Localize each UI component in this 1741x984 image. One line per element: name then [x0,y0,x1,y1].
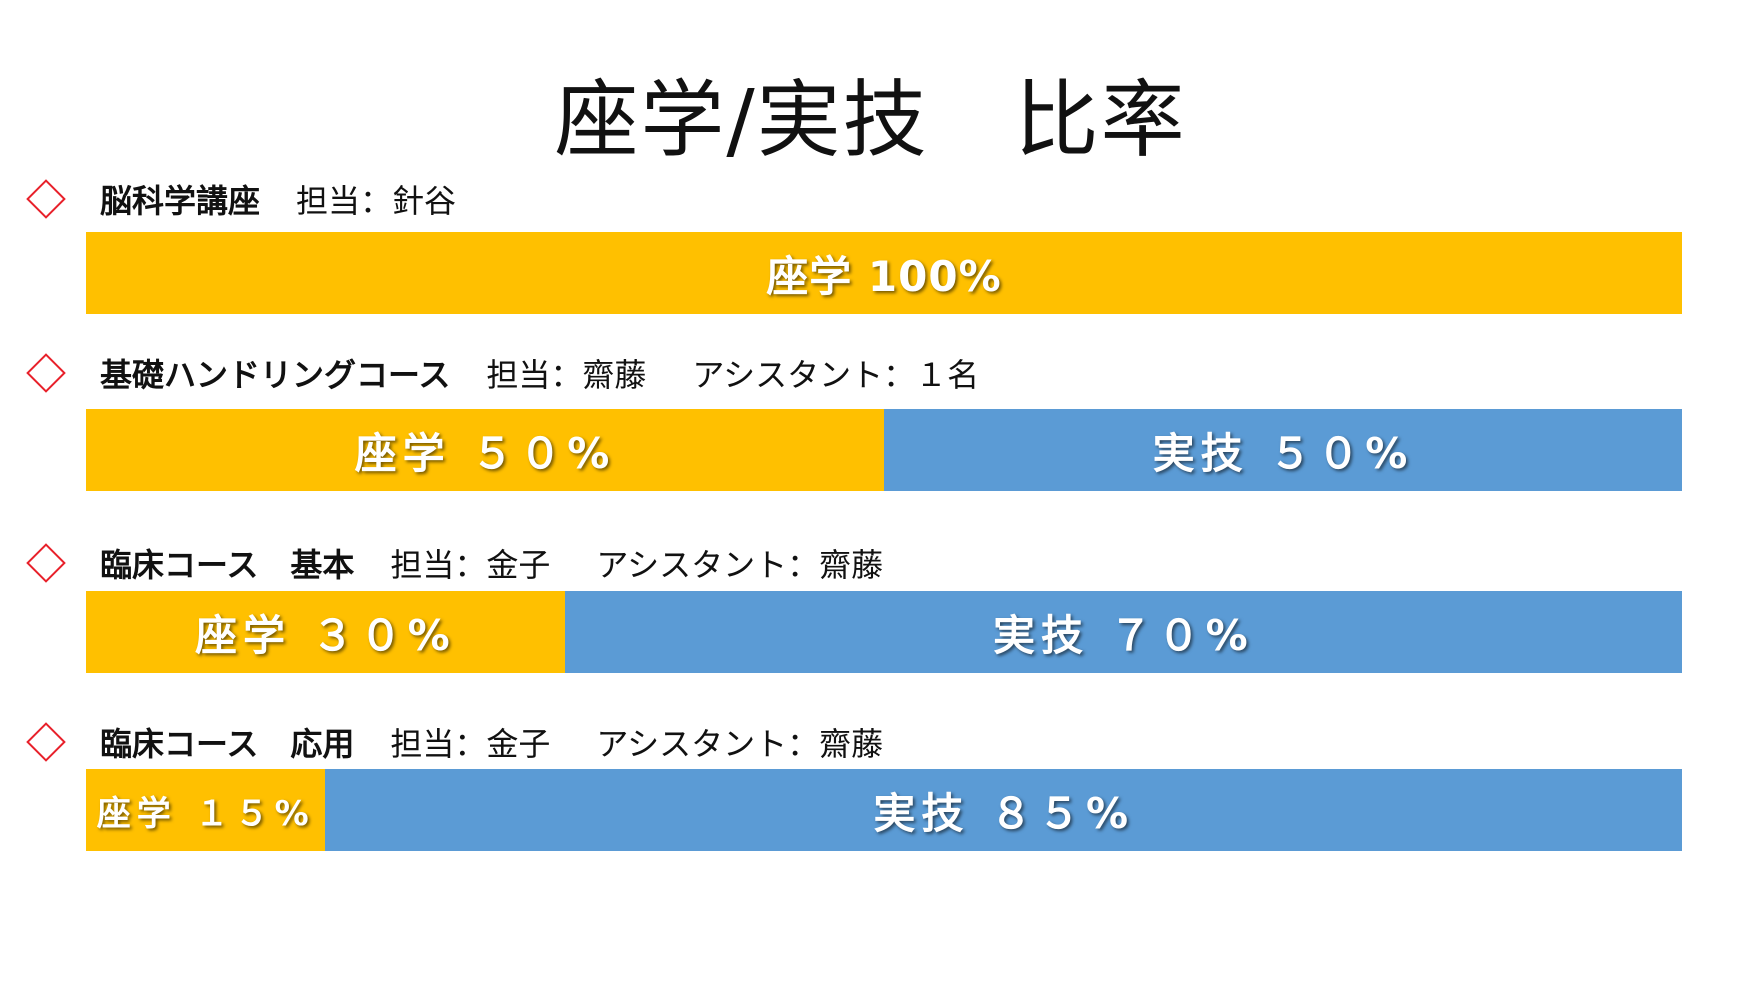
course-heading: 脳科学講座 担当：針谷 [26,177,502,221]
bar-segment-label: 実技 ７０% [993,610,1254,660]
bar-segment-label: 実技 ５０% [1152,428,1414,478]
bar-segment-label: 座学 ５０% [354,428,616,478]
course-staff: 担当：金子 [390,725,551,763]
diamond-bullet-icon [26,179,66,219]
bar-segment-lecture: 座学 100% [86,232,1682,314]
bar-segment-lecture: 座学 ５０% [86,409,884,491]
bar-segment-lecture: 座学 １５% [86,769,326,851]
bar-segment-label: 座学 ３０% [195,610,456,660]
bar-segment-label: 実技 ８５% [873,788,1135,838]
course-name: 臨床コース 応用 [100,725,355,763]
course-assistant: アシスタント：齋藤 [596,725,884,763]
ratio-bar: 座学 １５% 実技 ８５% [86,769,1682,851]
bar-segment-practical: 実技 ８５% [325,769,1682,851]
course-heading: 臨床コース 基本 担当：金子 アシスタント：齋藤 [26,541,883,585]
bar-segment-label: 座学 １５% [96,793,315,834]
course-staff: 担当：針谷 [296,182,457,220]
diamond-bullet-icon [26,353,66,393]
course-assistant: アシスタント：１名 [692,356,980,394]
course-assistant: アシスタント：齋藤 [596,546,884,584]
bar-segment-practical: 実技 ７０% [564,591,1682,673]
course-name: 臨床コース 基本 [100,546,355,584]
diamond-bullet-icon [26,543,66,583]
course-name: 脳科学講座 [100,182,261,220]
bar-segment-lecture: 座学 ３０% [86,591,565,673]
course-staff: 担当：金子 [390,546,551,584]
course-name: 基礎ハンドリングコース [100,356,451,394]
diamond-bullet-icon [26,722,66,762]
bar-segment-label: 座学 100% [766,251,1002,301]
course-staff: 担当：齋藤 [486,356,647,394]
ratio-bar: 座学 100% [86,232,1682,314]
course-heading: 基礎ハンドリングコース 担当：齋藤 アシスタント：１名 [26,351,979,395]
bar-segment-practical: 実技 ５０% [884,409,1682,491]
page-title: 座学/実技 比率 [554,71,1187,169]
ratio-bar: 座学 ３０% 実技 ７０% [86,591,1682,673]
course-heading: 臨床コース 応用 担当：金子 アシスタント：齋藤 [26,720,883,764]
ratio-bar: 座学 ５０% 実技 ５０% [86,409,1682,491]
